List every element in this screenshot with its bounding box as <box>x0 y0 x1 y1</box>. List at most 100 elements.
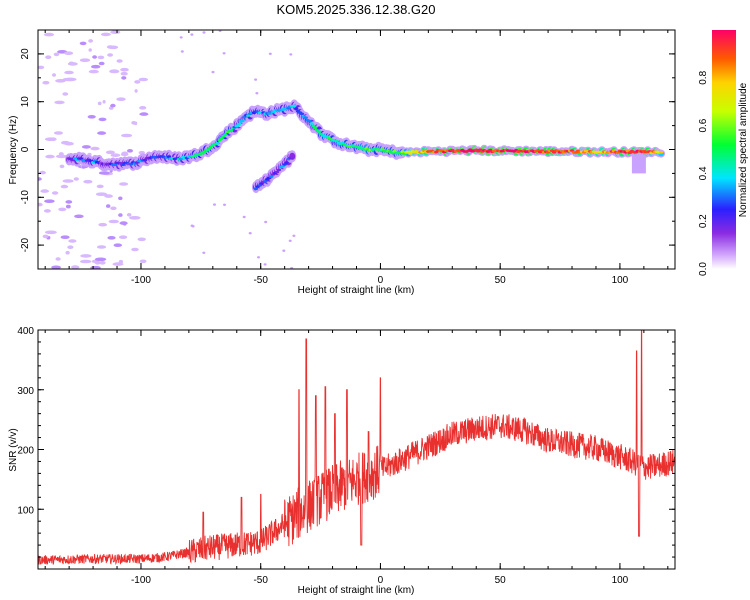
noise-speck <box>90 146 100 151</box>
main-trace-core <box>316 130 322 133</box>
noise-speck <box>139 259 147 264</box>
noise-speck <box>42 234 49 239</box>
noise-speck <box>43 32 55 37</box>
noise-speck <box>95 192 108 196</box>
noise-speck <box>51 265 61 269</box>
noise-speck <box>92 55 97 59</box>
colorbar-ticks: 0.0 0.2 0.4 0.6 0.8 <box>698 70 709 276</box>
x-tick-label: -100 <box>131 575 151 586</box>
branch-trace-core <box>257 184 262 187</box>
noise-speck <box>45 55 52 59</box>
noise-speck <box>38 177 42 181</box>
x-tick-label: -50 <box>253 575 268 586</box>
noise-speck <box>213 203 216 206</box>
noise-speck <box>98 61 105 66</box>
noise-speck <box>292 234 296 237</box>
y-tick-label: 300 <box>17 386 34 397</box>
main-trace-core <box>207 146 213 150</box>
noise-speck <box>67 62 78 66</box>
spectrogram-xlabel: Height of straight line (km) <box>298 285 415 296</box>
noise-speck <box>65 200 73 204</box>
noise-speck <box>44 199 55 203</box>
noise-speck <box>110 206 117 211</box>
snr-frame <box>37 329 676 570</box>
noise-speck <box>131 247 139 252</box>
noise-speck <box>38 202 43 207</box>
noise-speck <box>120 71 128 76</box>
main-trace-core <box>242 116 247 119</box>
noise-speck <box>190 33 194 36</box>
noise-speck <box>112 262 124 266</box>
noise-speck <box>134 89 138 93</box>
branch-trace-core <box>274 170 280 174</box>
noise-speck <box>202 31 206 34</box>
noise-speck <box>81 145 91 149</box>
noise-speck <box>58 152 64 156</box>
noise-speck <box>254 78 258 81</box>
branch-trace-core <box>276 168 282 172</box>
noise-speck <box>100 32 111 37</box>
noise-speck <box>242 215 246 219</box>
noise-speck <box>107 236 116 240</box>
noise-speck <box>55 154 68 159</box>
noise-speck <box>97 101 102 106</box>
noise-speck <box>121 76 127 80</box>
main-trace-core <box>223 133 228 137</box>
noise-speck <box>255 92 259 95</box>
spectrogram-frame <box>37 29 676 270</box>
noise-speck <box>121 151 129 156</box>
noise-speck <box>139 106 147 110</box>
noise-speck <box>65 250 70 255</box>
noise-speck <box>248 232 252 235</box>
main-trace-core <box>292 104 297 108</box>
noise-speck <box>51 191 59 195</box>
noise-speck <box>59 164 65 169</box>
noise-speck <box>97 55 105 60</box>
noise-speck <box>88 69 99 74</box>
x-tick-label: 50 <box>495 275 507 286</box>
noise-speck <box>202 251 206 254</box>
noise-speck <box>104 194 113 198</box>
noise-speck <box>60 235 70 239</box>
noise-speck <box>40 189 49 193</box>
noise-speck <box>110 153 121 157</box>
y-tick-label: -20 <box>20 237 31 252</box>
colorbar: 0.0 0.2 0.4 0.6 0.8 Normalized spectral ampl… <box>698 30 749 276</box>
spectrogram-ylabel: Frequency (Hz) <box>8 116 19 185</box>
noise-speck <box>139 112 149 116</box>
main-trace-core <box>334 139 339 143</box>
noise-speck <box>42 80 50 85</box>
noise-speck <box>116 59 123 63</box>
noise-speck <box>107 53 113 57</box>
x-tick-label: 0 <box>378 275 384 286</box>
noise-speck <box>65 77 77 82</box>
x-tick-label: 100 <box>612 275 629 286</box>
noise-speck <box>113 243 123 247</box>
noise-speck <box>268 52 272 55</box>
noise-speck <box>134 80 141 84</box>
branch-trace-core <box>253 187 259 190</box>
noise-speck <box>109 69 120 74</box>
main-trace-core <box>228 129 234 132</box>
noise-speck <box>129 216 141 220</box>
noise-speck <box>264 220 268 224</box>
noise-speck <box>257 256 260 259</box>
noise-speck <box>98 171 110 175</box>
branch-trace-core <box>263 180 268 183</box>
colorbar-tick-label: 0.8 <box>698 70 709 84</box>
noise-speck <box>50 137 57 141</box>
branch-trace-core <box>290 155 295 158</box>
colorbar-tick-label: 0.0 <box>698 262 709 276</box>
noise-speck <box>110 103 116 108</box>
main-trace-core <box>240 119 245 123</box>
main-trace-core <box>219 137 224 140</box>
noise-speck <box>74 214 84 219</box>
y-tick-label: 200 <box>17 446 34 457</box>
main-trace-core <box>313 126 318 129</box>
noise-speck <box>94 261 101 265</box>
x-tick-label: 100 <box>612 575 629 586</box>
noise-speck <box>62 179 74 183</box>
noise-speck <box>108 45 119 50</box>
